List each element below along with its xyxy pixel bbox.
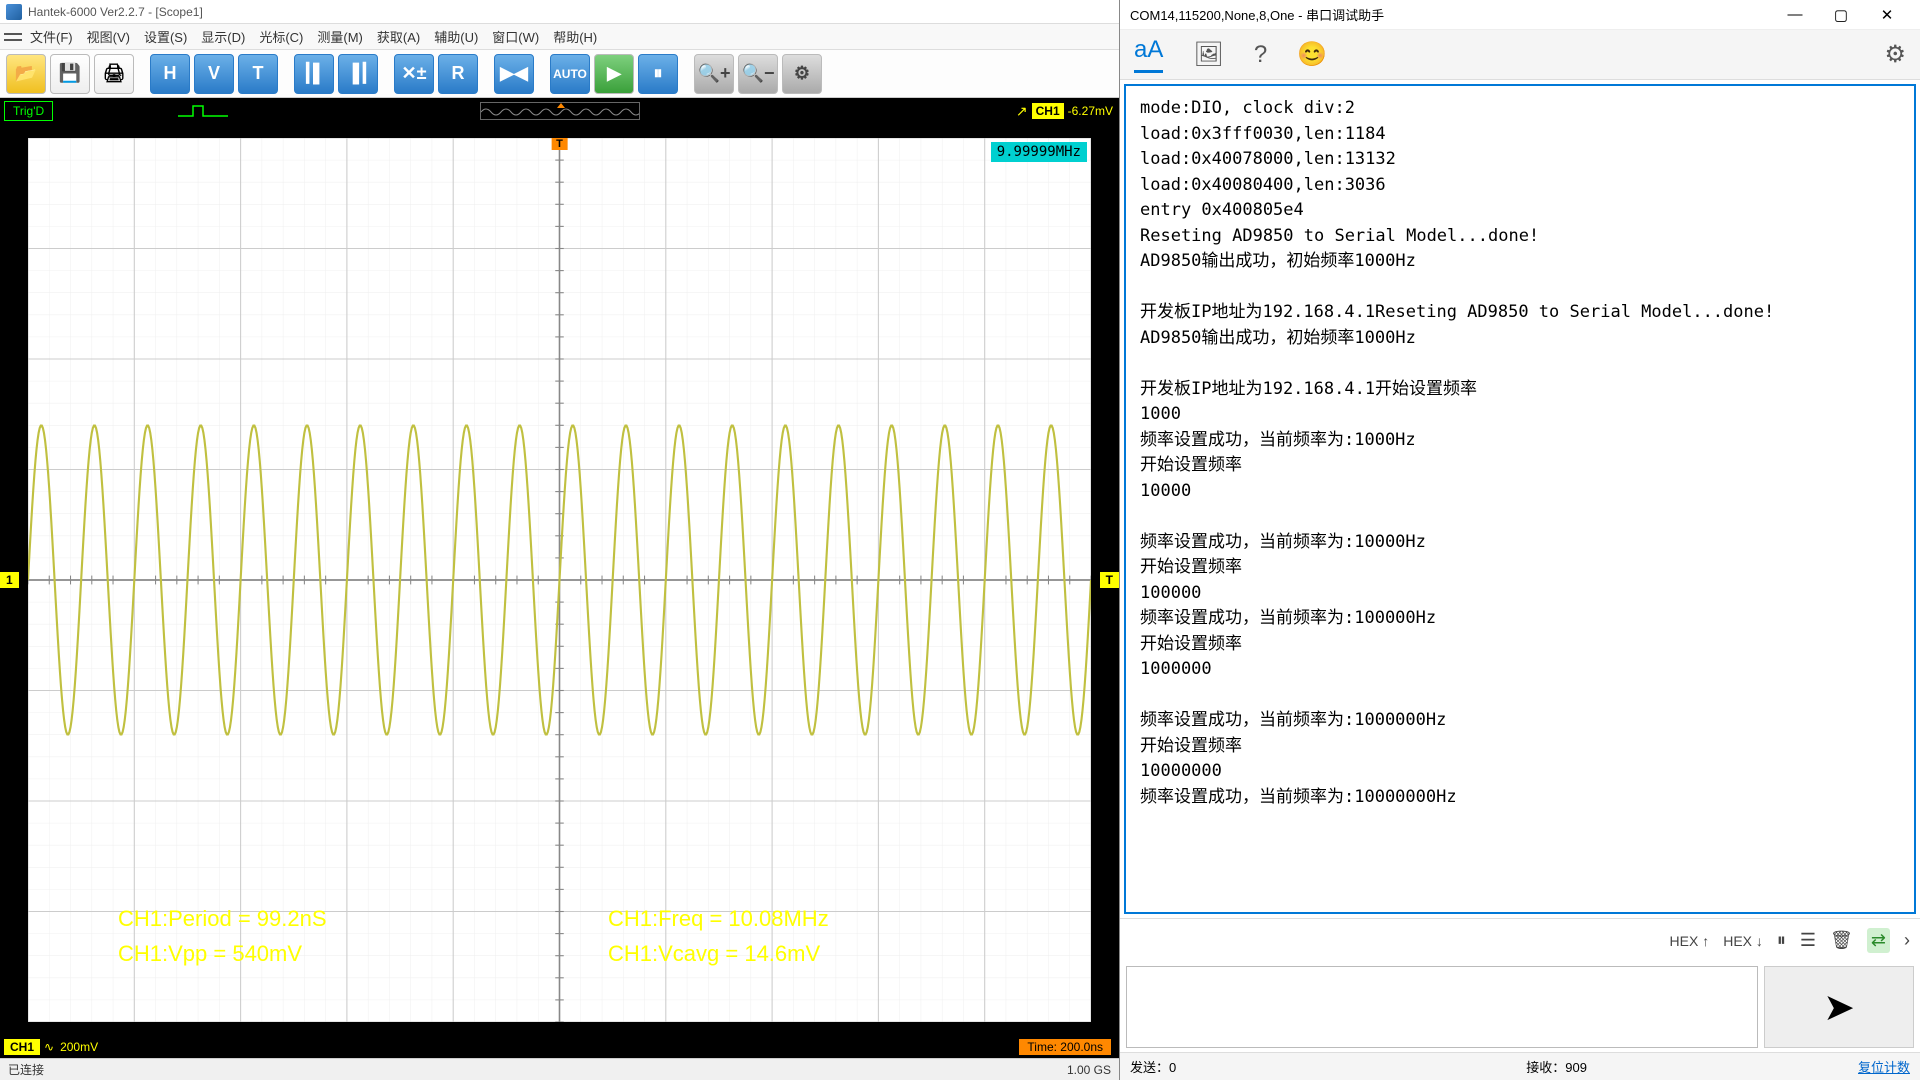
send-input[interactable] xyxy=(1126,966,1758,1048)
scope-grid: 9.99999MHz T CH1:Period = 99.2nS CH1:Vpp… xyxy=(28,138,1091,1022)
menu-cursor[interactable]: 光标(C) xyxy=(259,27,303,46)
scope-display[interactable]: 9.99999MHz T CH1:Period = 99.2nS CH1:Vpp… xyxy=(0,124,1119,1036)
gear-icon[interactable]: ⚙ xyxy=(1884,40,1906,69)
ch1-tag[interactable]: CH1 xyxy=(4,1039,40,1055)
expand-button[interactable]: › xyxy=(1904,930,1910,951)
menu-view[interactable]: 视图(V) xyxy=(87,27,130,46)
menu-display[interactable]: 显示(D) xyxy=(201,27,245,46)
serial-toolbar: aA 🖼 ? 😊 ⚙ xyxy=(1120,30,1920,80)
hex-down-button[interactable]: HEX ↓ xyxy=(1723,933,1763,949)
list-button[interactable]: ☰ xyxy=(1800,930,1816,951)
timebase-overview[interactable] xyxy=(480,102,640,120)
reset-counter-link[interactable]: 复位计数 xyxy=(1858,1057,1910,1076)
menu-file[interactable]: 文件(F) xyxy=(30,27,73,46)
rx-counter: 接收：909 xyxy=(1526,1057,1587,1076)
maximize-button[interactable]: ▢ xyxy=(1818,0,1864,30)
serial-title: COM14,115200,None,8,One - 串口调试助手 xyxy=(1130,5,1772,24)
trigger-level: -6.27mV xyxy=(1068,104,1113,118)
hantek-window: Hantek-6000 Ver2.2.7 - [Scope1] 文件(F) 视图… xyxy=(0,0,1120,1080)
print-button[interactable]: 🖨 xyxy=(94,54,134,94)
serial-controls: HEX ↑ HEX ↓ ⏸ ☰ 🗑 ⇄ › xyxy=(1120,918,1920,962)
zoomin-button[interactable]: 🔍+ xyxy=(694,54,734,94)
menu-window[interactable]: 窗口(W) xyxy=(492,27,539,46)
samplerate-label: 1.00 GS xyxy=(1067,1063,1111,1077)
image-icon[interactable]: 🖼 xyxy=(1193,40,1223,69)
pause-button[interactable]: ⏸ xyxy=(638,54,678,94)
scope-status-strip: Trig'D ↗ CH1 -6.27mV xyxy=(0,98,1119,124)
timebase-label: Time: 200.0ns xyxy=(1019,1039,1111,1055)
minimize-button[interactable]: — xyxy=(1772,0,1818,30)
meas-period: CH1:Period = 99.2nS xyxy=(118,906,327,932)
config-button[interactable]: ⚙ xyxy=(782,54,822,94)
tool-b3-button[interactable]: ✕± xyxy=(394,54,434,94)
save-button[interactable]: 💾 xyxy=(50,54,90,94)
hantek-menubar: 文件(F) 视图(V) 设置(S) 显示(D) 光标(C) 测量(M) 获取(A… xyxy=(0,24,1119,50)
trigger-marker-right[interactable]: T xyxy=(1100,572,1119,588)
menu-utility[interactable]: 辅助(U) xyxy=(434,27,478,46)
meas-vcavg: CH1:Vcavg = 14.6mV xyxy=(608,941,820,967)
serial-terminal[interactable]: mode:DIO, clock div:2 load:0x3fff0030,le… xyxy=(1124,84,1916,914)
tool-b1-button[interactable]: ┃▌ xyxy=(294,54,334,94)
freq-counter: 9.99999MHz xyxy=(991,142,1087,162)
h-button[interactable]: H xyxy=(150,54,190,94)
hantek-toolbar: 📂 💾 🖨 H V T ┃▌ ▐┃ ✕± R ▶◀ AUTO ▶ ⏸ 🔍+ 🔍−… xyxy=(0,50,1119,98)
font-icon[interactable]: aA xyxy=(1134,36,1163,73)
trigger-info: ↗ CH1 -6.27mV xyxy=(1016,103,1113,120)
hantek-titlebar: Hantek-6000 Ver2.2.7 - [Scope1] xyxy=(0,0,1119,24)
menu-measure[interactable]: 测量(M) xyxy=(317,27,363,46)
tx-counter: 发送：0 xyxy=(1130,1057,1176,1076)
coupling-icon: ∿ xyxy=(44,1040,54,1054)
meas-freq: CH1:Freq = 10.08MHz xyxy=(608,906,829,932)
vdiv-label: 200mV xyxy=(60,1040,98,1054)
r-button[interactable]: R xyxy=(438,54,478,94)
auto-button[interactable]: AUTO xyxy=(550,54,590,94)
menu-acquire[interactable]: 获取(A) xyxy=(377,27,420,46)
serial-window: COM14,115200,None,8,One - 串口调试助手 — ▢ ✕ a… xyxy=(1120,0,1920,1080)
hex-up-button[interactable]: HEX ↑ xyxy=(1670,933,1710,949)
trigger-edge-icon: ↗ xyxy=(1016,103,1028,120)
waveform-svg xyxy=(28,138,1091,1022)
meas-vpp: CH1:Vpp = 540mV xyxy=(118,941,302,967)
ch1-marker[interactable]: 1 xyxy=(0,572,19,588)
zoomout-button[interactable]: 🔍− xyxy=(738,54,778,94)
help-icon[interactable]: ? xyxy=(1254,41,1267,69)
trigd-indicator: Trig'D xyxy=(4,101,53,121)
send-button[interactable]: ➤ xyxy=(1764,966,1914,1048)
hantek-statusbar: 已连接 1.00 GS xyxy=(0,1058,1119,1080)
tool-b2-button[interactable]: ▐┃ xyxy=(338,54,378,94)
v-button[interactable]: V xyxy=(194,54,234,94)
trigger-ch-badge: CH1 xyxy=(1032,103,1064,119)
serial-statusbar: 发送：0 接收：909 复位计数 xyxy=(1120,1052,1920,1080)
tool-b5-button[interactable]: ▶◀ xyxy=(494,54,534,94)
hantek-title: Hantek-6000 Ver2.2.7 - [Scope1] xyxy=(28,5,203,19)
connection-status: 已连接 xyxy=(8,1061,44,1078)
scope-bottom-strip: CH1 ∿ 200mV Time: 200.0ns xyxy=(0,1036,1119,1058)
menu-settings[interactable]: 设置(S) xyxy=(144,27,187,46)
serial-titlebar: COM14,115200,None,8,One - 串口调试助手 — ▢ ✕ xyxy=(1120,0,1920,30)
link-button[interactable]: ⇄ xyxy=(1867,928,1890,953)
clear-button[interactable]: 🗑 xyxy=(1830,930,1853,951)
emoji-icon[interactable]: 😊 xyxy=(1297,40,1327,69)
hamburger-icon[interactable] xyxy=(4,30,22,44)
open-button[interactable]: 📂 xyxy=(6,54,46,94)
hantek-app-icon xyxy=(6,4,22,20)
serial-send-area: ➤ xyxy=(1120,962,1920,1052)
trigger-marker-top[interactable]: T xyxy=(551,138,568,150)
menu-help[interactable]: 帮助(H) xyxy=(553,27,597,46)
pause-rx-button[interactable]: ⏸ xyxy=(1777,930,1786,951)
play-button[interactable]: ▶ xyxy=(594,54,634,94)
close-button[interactable]: ✕ xyxy=(1864,0,1910,30)
t-button[interactable]: T xyxy=(238,54,278,94)
pulse-icon xyxy=(173,102,233,120)
